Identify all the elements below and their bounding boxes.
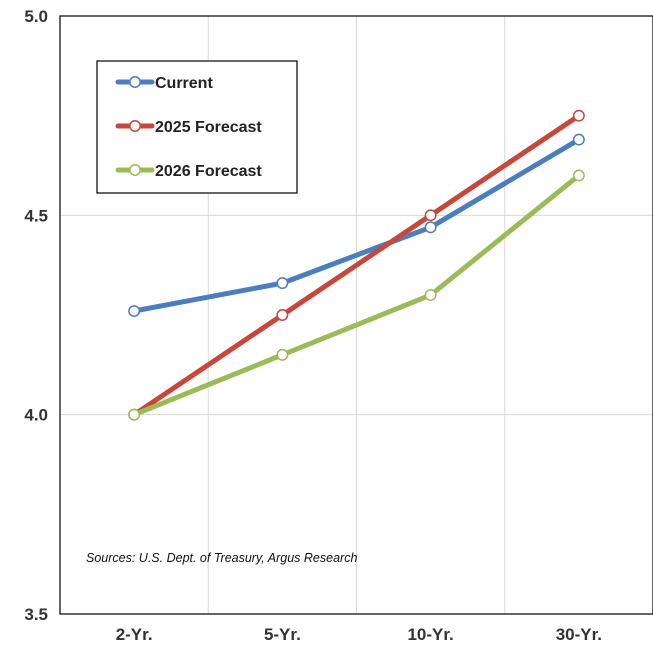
data-point	[128, 408, 141, 421]
legend-marker	[129, 120, 141, 132]
y-tick-label: 4.0	[24, 406, 48, 425]
y-axis-tick-labels: 3.5 4.0 4.5 5.0	[24, 7, 48, 624]
x-tick-label: 2-Yr.	[116, 625, 153, 644]
y-tick-label: 4.5	[24, 206, 48, 225]
series-line	[131, 137, 582, 314]
data-point	[276, 348, 289, 361]
series-line	[131, 172, 582, 418]
legend-label: Current	[155, 75, 213, 92]
x-tick-label: 10-Yr.	[407, 625, 453, 644]
data-point	[424, 209, 437, 222]
data-point	[572, 169, 585, 182]
x-tick-label: 30-Yr.	[556, 625, 602, 644]
x-axis-tick-labels: 2-Yr. 5-Yr. 10-Yr. 30-Yr.	[116, 625, 602, 644]
legend-marker	[129, 164, 141, 176]
source-annotation: Sources: U.S. Dept. of Treasury, Argus R…	[86, 551, 357, 565]
y-tick-label: 5.0	[24, 7, 48, 26]
y-tick-label: 3.5	[24, 605, 48, 624]
series-2026-forecast	[128, 169, 585, 421]
legend-item: Current	[115, 75, 213, 92]
series-lines	[128, 109, 585, 421]
data-point	[276, 309, 289, 321]
data-point	[276, 277, 289, 290]
legend: Current 2025 Forecast 2026 Forecast	[96, 60, 298, 194]
legend-label: 2025 Forecast	[155, 119, 262, 136]
legend-item: 2025 Forecast	[115, 119, 262, 136]
data-point	[572, 109, 585, 122]
data-point	[424, 289, 437, 302]
legend-label: 2026 Forecast	[155, 163, 262, 180]
plot-area-border	[59, 15, 653, 615]
legend-marker	[129, 76, 141, 88]
x-tick-label: 5-Yr.	[264, 625, 301, 644]
data-point	[128, 305, 141, 317]
series-line	[131, 113, 582, 418]
data-point	[424, 221, 437, 234]
series-current	[128, 133, 585, 317]
legend-item: 2026 Forecast	[115, 163, 262, 180]
data-point	[572, 133, 585, 146]
